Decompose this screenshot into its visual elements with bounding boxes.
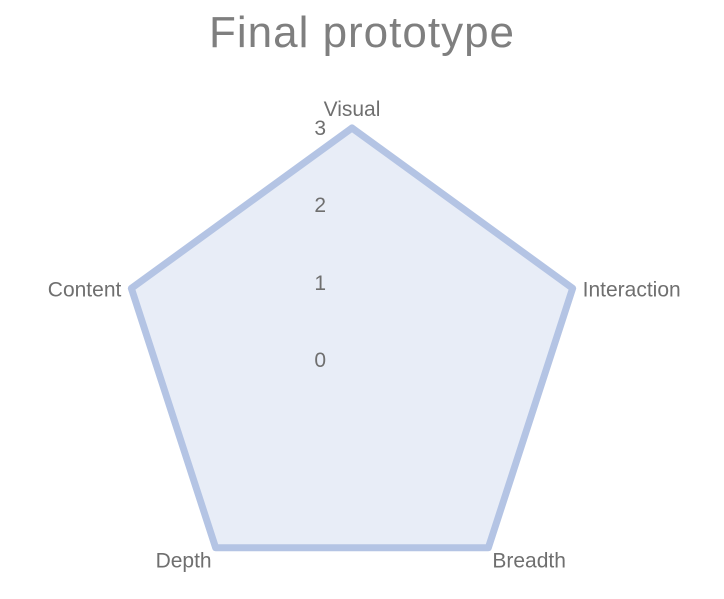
tick-label-0: 0 xyxy=(314,349,326,372)
series-layer xyxy=(131,128,572,548)
category-label-breadth: Breadth xyxy=(492,550,566,573)
category-label-content: Content xyxy=(48,278,122,301)
category-label-depth: Depth xyxy=(156,550,212,573)
category-label-interaction: Interaction xyxy=(583,278,681,301)
chart-title: Final prototype xyxy=(0,8,724,58)
category-label-visual: Visual xyxy=(324,98,381,121)
tick-label-1: 1 xyxy=(314,272,326,295)
tick-label-2: 2 xyxy=(314,194,326,217)
